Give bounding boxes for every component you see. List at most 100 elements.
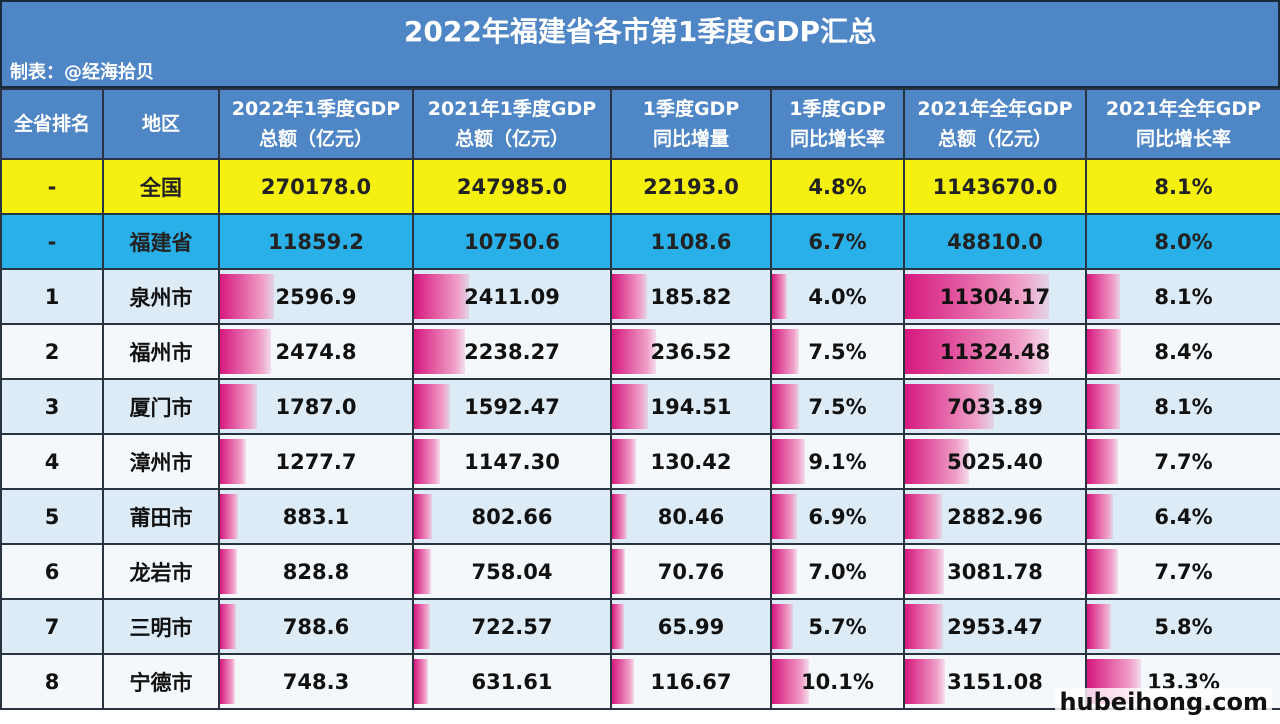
data-bar (1088, 604, 1111, 649)
cell-value: 8.1% (1154, 284, 1213, 309)
cell-value: 236.52 (650, 339, 732, 364)
table-cell: 802.66 (412, 488, 612, 545)
data-bar (906, 549, 945, 594)
data-bar (906, 439, 969, 484)
cell-value: 70.76 (657, 559, 725, 584)
data-bar (221, 439, 247, 484)
table-cell: 758.04 (412, 543, 612, 600)
cell-value: 1147.30 (464, 449, 560, 474)
province-row: - 福建省 11859.2 10750.6 1108.6 6.7% 48810.0 8.0% (0, 213, 1280, 270)
data-bar (415, 659, 429, 704)
cell-value: 7033.89 (947, 394, 1043, 419)
table-cell: 8.0% (1085, 213, 1280, 270)
cell-value: 3081.78 (947, 559, 1043, 584)
data-bar (773, 604, 793, 649)
table-cell: 631.61 (412, 653, 612, 710)
table-cell: 2953.47 (903, 598, 1087, 655)
table-cell: 48810.0 (903, 213, 1087, 270)
table-cell: 4.8% (770, 158, 905, 215)
table-cell: 270178.0 (218, 158, 414, 215)
table-cell: 1143670.0 (903, 158, 1087, 215)
table-cell: 宁德市 (102, 653, 220, 710)
table-cell: 8.1% (1085, 378, 1280, 435)
cell-value: 828.8 (282, 559, 350, 584)
table-cell: 7 (0, 598, 104, 655)
cell-value: 7.7% (1154, 559, 1213, 584)
cell-value: 3151.08 (947, 669, 1043, 694)
table-cell: 185.82 (610, 268, 772, 325)
watermark: hubeihong.com (1055, 688, 1272, 716)
column-header: 全省排名 (0, 88, 104, 160)
table-cell: 130.42 (610, 433, 772, 490)
data-bar (906, 494, 942, 539)
table-cell: 8.1% (1085, 158, 1280, 215)
cell-value: 7.0% (808, 559, 867, 584)
column-header-line: 2021年1季度GDP (427, 98, 597, 120)
table-cell: 828.8 (218, 543, 414, 600)
column-header: 地区 (102, 88, 220, 160)
table-cell: 福州市 (102, 323, 220, 380)
table-cell: 10.1% (770, 653, 905, 710)
cell-value: 748.3 (282, 669, 350, 694)
cell-value: 65.99 (657, 614, 725, 639)
data-bar (613, 604, 625, 649)
table-row: 2 福州市 2474.8 2238.27 236.52 7.5% 11324.48 8.4% (0, 323, 1280, 380)
cell-value: 9.1% (808, 449, 867, 474)
cell-value: 5.7% (808, 614, 867, 639)
table-cell: 22193.0 (610, 158, 772, 215)
column-header-line: 1季度GDP (642, 98, 740, 120)
page-title: 2022年福建省各市第1季度GDP汇总 (403, 15, 877, 48)
table-cell: 3 (0, 378, 104, 435)
table-cell: 1277.7 (218, 433, 414, 490)
cell-value: 130.42 (650, 449, 732, 474)
column-header: 2022年1季度GDP 总额（亿元） (218, 88, 414, 160)
data-bar (773, 494, 798, 539)
table-cell: 6.9% (770, 488, 905, 545)
table-cell: 7.5% (770, 378, 905, 435)
cell-value: 4 (44, 449, 60, 474)
data-bar (1088, 494, 1113, 539)
cell-value: 7 (44, 614, 60, 639)
data-bar (1088, 439, 1119, 484)
table-row: 7 三明市 788.6 722.57 65.99 5.7% 2953.47 5.8% (0, 598, 1280, 655)
cell-value: 116.67 (650, 669, 732, 694)
cell-value: 2411.09 (464, 284, 560, 309)
cell-value: 1787.0 (275, 394, 357, 419)
column-header-line: 全省排名 (13, 113, 90, 135)
data-bar (613, 659, 634, 704)
cell-value: 2474.8 (275, 339, 357, 364)
column-header-line: 总额（亿元） (454, 128, 569, 150)
table-cell: 4 (0, 433, 104, 490)
table-row: 1 泉州市 2596.9 2411.09 185.82 4.0% 11304.17 8.1% (0, 268, 1280, 325)
cell-value: 7.5% (808, 394, 867, 419)
cell-value: 龙岩市 (129, 560, 193, 585)
cell-value: 厦门市 (129, 395, 193, 420)
data-bar (773, 329, 800, 374)
table-row: 6 龙岩市 828.8 758.04 70.76 7.0% 3081.78 7.7% (0, 543, 1280, 600)
data-bar (1088, 384, 1120, 429)
cell-value: 2596.9 (275, 284, 357, 309)
table-cell: 70.76 (610, 543, 772, 600)
table-cell: 65.99 (610, 598, 772, 655)
table-cell: 11324.48 (903, 323, 1087, 380)
table-cell: 1 (0, 268, 104, 325)
table-cell: 3081.78 (903, 543, 1087, 600)
data-bar (221, 659, 236, 704)
data-bar (415, 549, 432, 594)
table-cell: 8 (0, 653, 104, 710)
title-banner: 2022年福建省各市第1季度GDP汇总 制表：@经海拾贝 (0, 0, 1280, 88)
table-cell: 194.51 (610, 378, 772, 435)
column-header: 2021年1季度GDP 总额（亿元） (412, 88, 612, 160)
table-cell: 11304.17 (903, 268, 1087, 325)
column-header-line: 同比增量 (652, 128, 729, 150)
cell-value: 185.82 (650, 284, 732, 309)
data-bar (415, 494, 433, 539)
data-bar (773, 549, 798, 594)
data-bar (415, 604, 431, 649)
cell-value: 2882.96 (947, 504, 1043, 529)
table-cell: 全国 (102, 158, 220, 215)
table-cell: 龙岩市 (102, 543, 220, 600)
data-bar (773, 384, 800, 429)
cell-value: 4.0% (808, 284, 867, 309)
data-bar (415, 439, 441, 484)
